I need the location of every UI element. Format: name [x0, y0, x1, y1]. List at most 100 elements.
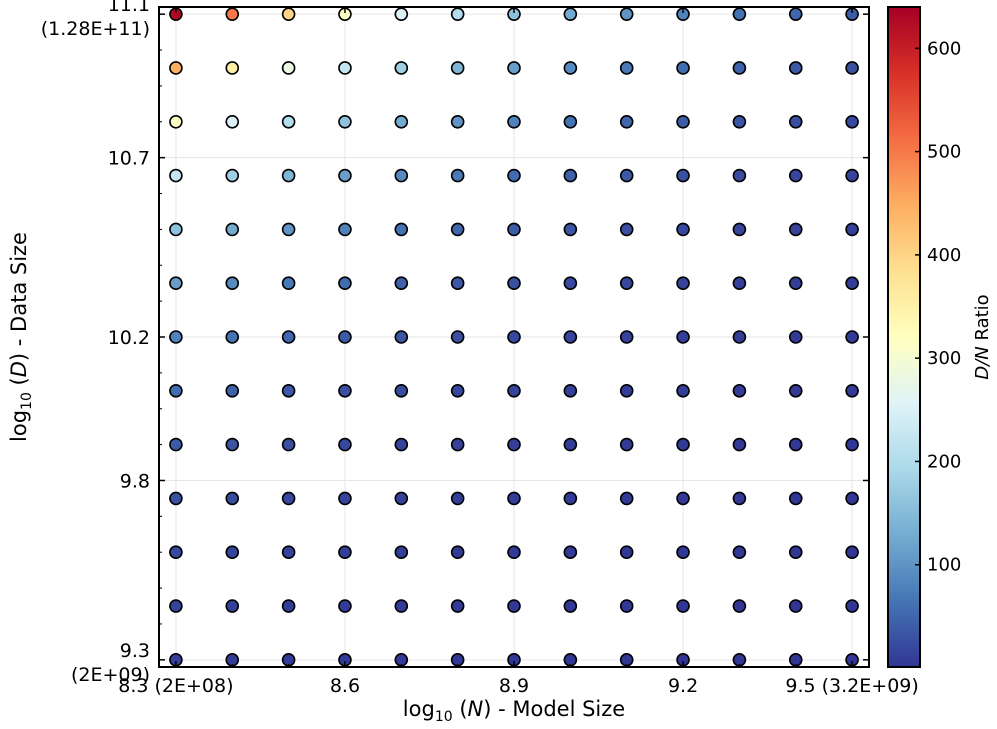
data-point [394, 114, 409, 129]
data-point [281, 168, 296, 183]
data-point [169, 384, 183, 398]
data-point [169, 437, 183, 452]
data-point [225, 491, 240, 506]
data-point [619, 437, 634, 452]
data-point [225, 222, 240, 237]
data-point [788, 168, 803, 183]
colorbar-title-var: D/N [972, 346, 993, 379]
data-point [169, 276, 183, 290]
data-point [169, 222, 183, 237]
data-point [676, 599, 690, 613]
data-point [394, 437, 409, 452]
data-point [225, 330, 240, 344]
data-point [507, 276, 521, 290]
data-point [169, 491, 183, 506]
data-point [281, 437, 296, 452]
data-point [563, 545, 578, 560]
colorbar-title: D/N Ratio [972, 294, 993, 379]
data-point [507, 114, 521, 129]
data-point [338, 168, 352, 183]
y-axis-title-suffix: - Data Size [7, 232, 31, 353]
data-point [845, 599, 859, 613]
data-point [563, 599, 578, 613]
data-point [281, 114, 296, 129]
data-point [281, 330, 296, 344]
colorbar-tick-label: 300 [927, 348, 961, 369]
y-tick-label-secondary: (1.28E+11) [41, 18, 150, 40]
data-point [507, 545, 521, 560]
data-point [281, 7, 296, 21]
y-axis-title-sub: 10 [19, 392, 35, 410]
data-point [281, 276, 296, 290]
y-axis-ticks: 11.1 (1.28E+11) 10.7 10.2 9.8 9.3(2E+09) [41, 0, 869, 686]
data-point [788, 222, 803, 237]
data-point [788, 330, 803, 344]
data-point [169, 61, 183, 75]
data-point [732, 599, 747, 613]
data-point [676, 330, 690, 344]
data-point [845, 168, 859, 183]
data-point [225, 61, 240, 75]
colorbar-tick-label: 600 [927, 38, 961, 59]
data-point [563, 437, 578, 452]
y-tick-label: 10.2 [108, 327, 150, 349]
x-axis-title-suffix: - Model Size [491, 697, 625, 721]
x-tick-label: 8.3 (2E+08) [118, 675, 233, 697]
data-point [676, 384, 690, 398]
data-point [563, 491, 578, 506]
data-point [394, 61, 409, 75]
data-point [394, 7, 409, 21]
data-point [225, 114, 240, 129]
data-point [732, 491, 747, 506]
data-point [394, 222, 409, 237]
data-point [563, 384, 578, 398]
data-point [507, 491, 521, 506]
data-point [788, 545, 803, 560]
data-point [619, 222, 634, 237]
data-point [225, 276, 240, 290]
data-point [281, 545, 296, 560]
data-point [338, 276, 352, 290]
data-point [732, 545, 747, 560]
data-point [169, 599, 183, 613]
data-point [450, 437, 465, 452]
data-point [338, 114, 352, 129]
data-point [507, 437, 521, 452]
data-point [338, 437, 352, 452]
data-point [507, 61, 521, 75]
y-tick-label: 10.7 [108, 148, 150, 170]
data-point [563, 168, 578, 183]
data-point [788, 61, 803, 75]
data-point [507, 168, 521, 183]
data-point [338, 491, 352, 506]
colorbar [887, 6, 921, 668]
data-point [450, 599, 465, 613]
data-point [619, 545, 634, 560]
data-points [169, 7, 859, 667]
y-tick-label: 9.3 [120, 640, 150, 662]
data-point [169, 114, 183, 129]
data-point [676, 437, 690, 452]
data-point [676, 222, 690, 237]
x-tick-label: 9.2 [668, 675, 698, 697]
data-point [450, 545, 465, 560]
data-point [225, 7, 240, 21]
data-point [732, 384, 747, 398]
data-point [563, 114, 578, 129]
data-point [394, 545, 409, 560]
colorbar-tick-label: 100 [927, 555, 961, 576]
x-tick-label: 9.5 (3.2E+09) [785, 675, 918, 697]
x-axis-title-log: log [403, 697, 435, 721]
data-point [619, 61, 634, 75]
data-point [619, 7, 634, 21]
y-axis-title-var: D [7, 361, 31, 377]
data-point [338, 61, 352, 75]
data-point [169, 330, 183, 344]
data-point [225, 437, 240, 452]
data-point [732, 114, 747, 129]
data-point [788, 276, 803, 290]
data-point [281, 222, 296, 237]
data-point [338, 384, 352, 398]
y-tick-label: 9.8 [120, 470, 150, 492]
